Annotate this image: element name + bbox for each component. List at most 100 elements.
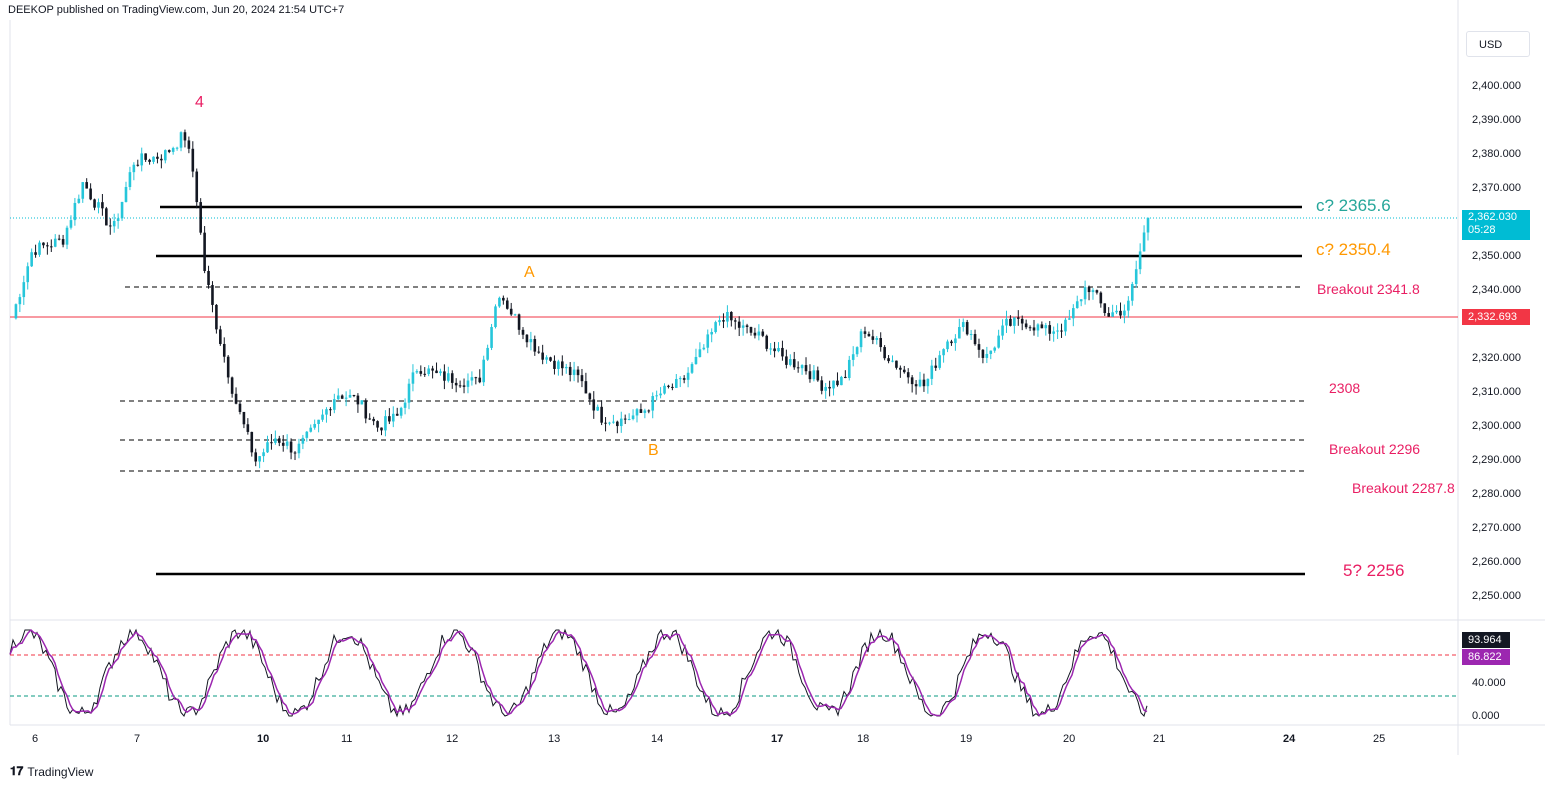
candle-body <box>368 418 372 420</box>
candle-body <box>411 372 415 384</box>
candle-body <box>930 365 934 379</box>
candle-body <box>380 427 383 431</box>
candle-body <box>1130 284 1134 301</box>
candle-body <box>1060 330 1063 332</box>
candle-body <box>1099 292 1103 304</box>
price-tick: 2,320.000 <box>1472 352 1521 364</box>
ref-price-badge: 2,332.693 <box>1462 309 1530 325</box>
candle-body <box>164 150 167 161</box>
candle-body <box>435 370 438 374</box>
candle-body <box>981 349 985 358</box>
candle-body <box>859 331 863 348</box>
date-tick: 21 <box>1153 733 1166 745</box>
candle-body <box>274 438 277 443</box>
candle-body <box>81 182 85 199</box>
price-tick: 2,350.000 <box>1472 250 1521 262</box>
candle-body <box>761 331 765 336</box>
candle-body <box>1044 325 1048 329</box>
candle-body <box>183 132 187 141</box>
candle-series <box>14 129 1150 469</box>
candle-body <box>788 359 792 365</box>
candle-body <box>529 339 533 343</box>
publisher-header: DEEKOP published on TradingView.com, Jun… <box>8 4 345 16</box>
candle-body <box>1028 327 1032 329</box>
candle-body <box>167 150 171 152</box>
candle-body <box>910 377 914 385</box>
candle-body <box>796 367 800 369</box>
candle-body <box>840 376 843 386</box>
candle-body <box>588 393 592 400</box>
candle-body <box>745 325 749 327</box>
candle-body <box>108 225 112 227</box>
candle-body <box>18 297 22 305</box>
candle-body <box>627 418 631 420</box>
candle-body <box>616 421 619 427</box>
candle-body <box>266 442 269 453</box>
candle-body <box>1032 327 1036 331</box>
candle-body <box>926 378 930 387</box>
candle-body <box>753 332 757 336</box>
candle-body <box>883 347 886 359</box>
candle-body <box>643 410 647 413</box>
candle-body <box>179 132 183 148</box>
candle-body <box>875 338 879 340</box>
candle-body <box>863 331 867 334</box>
candle-body <box>329 409 332 411</box>
price-tick: 2,380.000 <box>1472 148 1521 160</box>
candle-body <box>509 308 513 315</box>
candle-body <box>340 395 344 399</box>
candle-body <box>623 418 627 420</box>
candle-body <box>415 371 419 373</box>
candle-body <box>207 270 210 286</box>
candle-body <box>230 377 234 394</box>
tradingview-logo[interactable]: 𝟏𝟕 TradingView <box>10 764 93 779</box>
candle-body <box>191 148 195 172</box>
candle-body <box>1001 325 1004 336</box>
candle-body <box>737 321 741 328</box>
candle-body <box>879 338 883 348</box>
candle-body <box>950 341 953 344</box>
candle-body <box>777 347 780 352</box>
candle-body <box>961 322 965 328</box>
candle-body <box>572 369 576 376</box>
candle-body <box>1115 310 1118 313</box>
candle-body <box>447 373 450 381</box>
candle-body <box>219 329 222 344</box>
candle-body <box>1127 300 1130 311</box>
candle-body <box>1009 318 1012 326</box>
candle-body <box>254 452 258 462</box>
date-tick: 10 <box>257 733 270 745</box>
candle-body <box>112 221 116 227</box>
candle-body <box>993 347 996 351</box>
candle-body <box>215 304 218 330</box>
candle-body <box>663 385 666 394</box>
breakout-2341-label: Breakout 2341.8 <box>1317 281 1420 297</box>
candle-body <box>30 252 33 267</box>
candle-body <box>89 188 92 200</box>
candle-body <box>360 400 364 405</box>
date-tick: 19 <box>960 733 973 745</box>
candle-body <box>1095 290 1099 293</box>
candle-body <box>895 360 898 368</box>
currency-button[interactable]: USD <box>1466 31 1530 57</box>
candle-body <box>1119 310 1122 316</box>
candle-body <box>148 159 151 162</box>
candle-body <box>1079 299 1083 302</box>
candle-body <box>57 238 61 240</box>
candle-body <box>46 245 49 247</box>
candle-body <box>246 424 250 432</box>
candle-body <box>407 383 411 403</box>
candle-body <box>608 422 611 424</box>
candle-body <box>576 369 580 376</box>
candle-body <box>702 347 706 350</box>
candle-body <box>50 246 53 248</box>
candle-body <box>958 327 961 339</box>
candle-body <box>871 336 875 340</box>
candle-body <box>1024 323 1028 328</box>
candle-body <box>152 156 155 162</box>
candle-body <box>1040 324 1044 329</box>
wave-5-label: 5? 2256 <box>1343 561 1405 580</box>
candle-body <box>388 416 391 422</box>
candle-body <box>423 373 427 375</box>
